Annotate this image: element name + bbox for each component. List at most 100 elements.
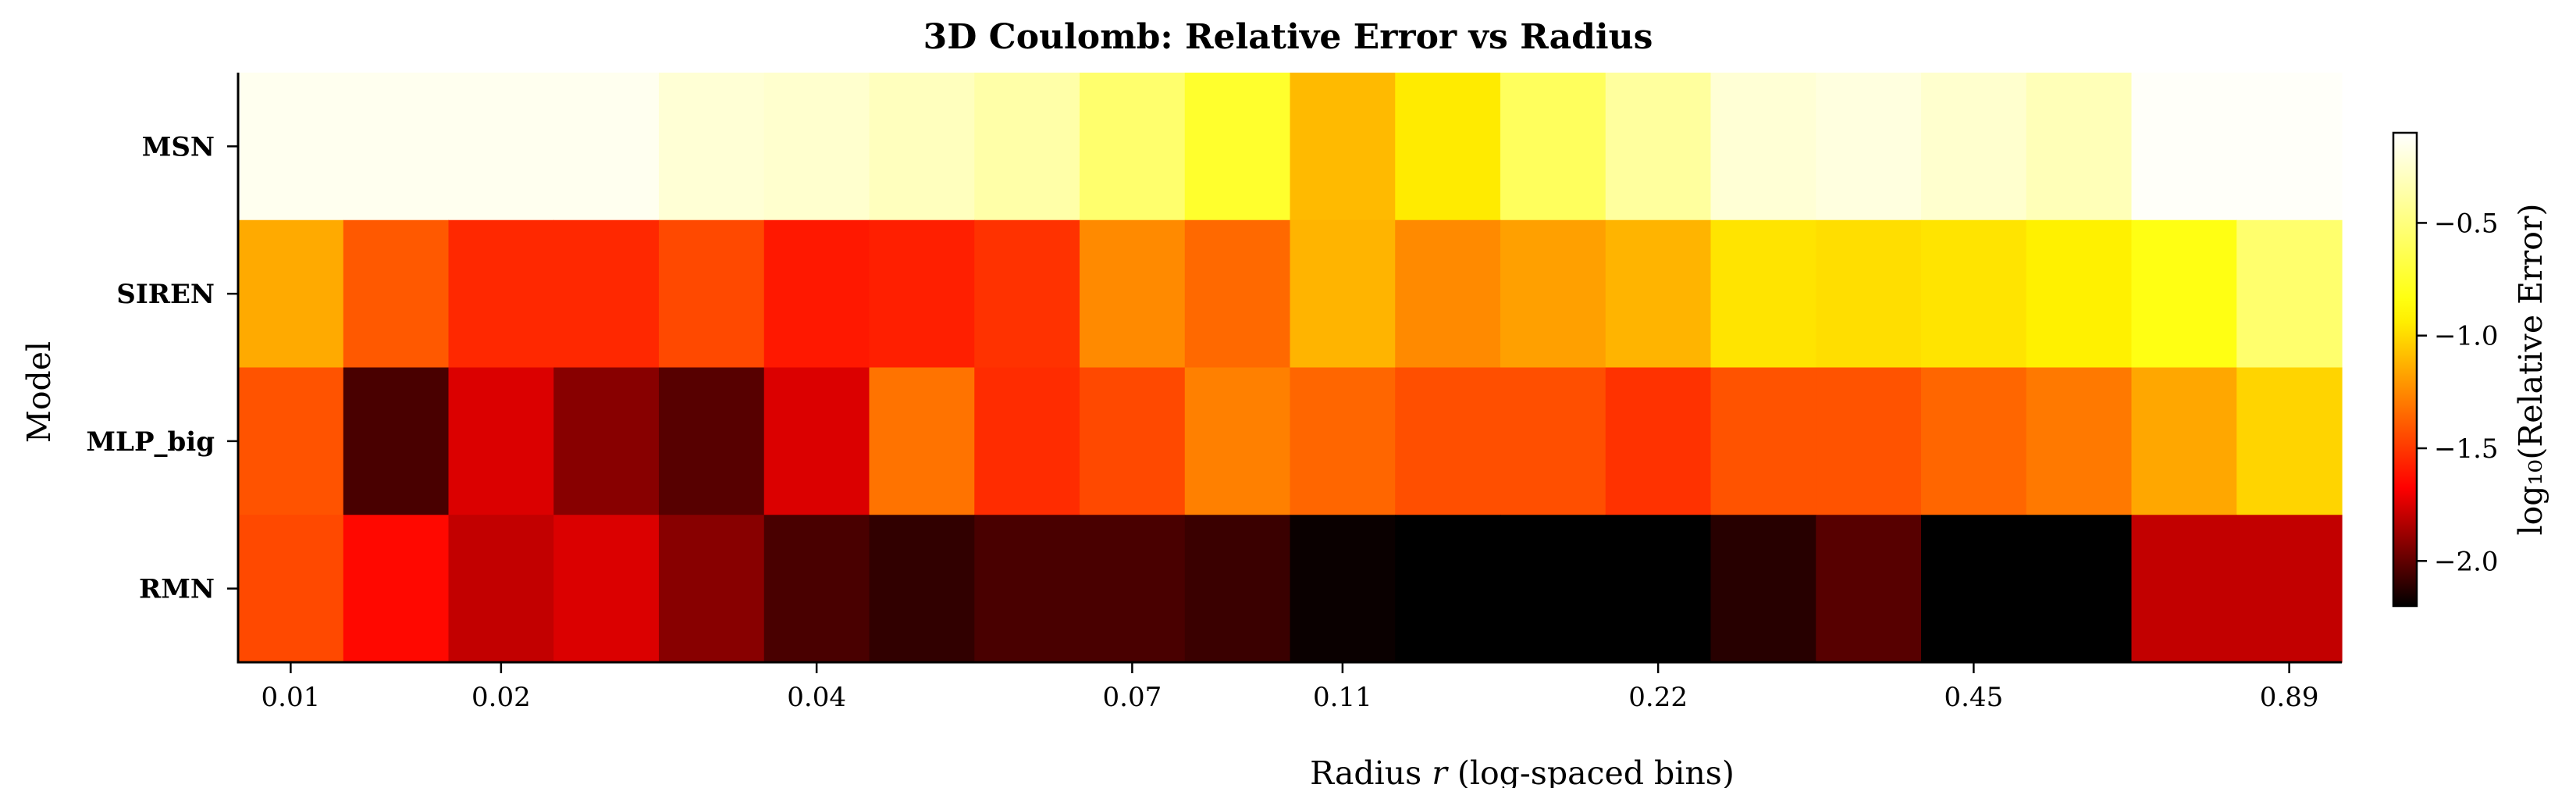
- heatmap-cell-rmn-12: [1500, 515, 1606, 663]
- heatmap-cell-siren-0: [238, 219, 344, 369]
- colorbar-tick-label: −1.5: [2434, 433, 2499, 465]
- heatmap-cell-siren-6: [869, 219, 975, 369]
- x-tick-label: 0.04: [787, 682, 846, 713]
- row-label-mlp_big: MLP_big: [86, 426, 215, 458]
- heatmap-cell-siren-16: [1921, 219, 2027, 369]
- heatmap-cell-msn-5: [763, 73, 870, 221]
- heatmap-cell-rmn-15: [1816, 515, 1922, 663]
- heatmap-cell-mlp_big-4: [659, 367, 765, 515]
- heatmap-cell-msn-15: [1816, 73, 1922, 221]
- heatmap-cell-msn-1: [343, 73, 450, 221]
- heatmap-cell-rmn-2: [448, 515, 554, 663]
- heatmap-cell-rmn-16: [1921, 515, 2027, 663]
- heatmap-cell-rmn-3: [553, 515, 660, 663]
- axes: [227, 73, 2342, 673]
- heatmap-cell-msn-14: [1710, 73, 1816, 221]
- heatmap-cell-siren-3: [553, 219, 660, 369]
- heatmap-cell-rmn-18: [2131, 515, 2237, 663]
- heatmap-cell-msn-2: [448, 73, 554, 221]
- heatmap-cell-siren-2: [448, 219, 554, 369]
- x-tick-label: 0.22: [1628, 682, 1688, 713]
- x-tick-label: 0.01: [262, 682, 321, 713]
- colorbar: −0.5 −1.0 −1.5 −2.0 log₁₀(Relative Error): [2392, 131, 2549, 608]
- colorbar-tick-label: −0.5: [2434, 208, 2499, 239]
- heatmap-cell-mlp_big-0: [238, 367, 344, 515]
- heatmap-cell-rmn-14: [1710, 515, 1816, 663]
- heatmap-cell-msn-7: [974, 73, 1080, 221]
- heatmap-cell-msn-3: [553, 73, 660, 221]
- heatmap-cell-siren-9: [1184, 219, 1291, 369]
- heatmap-cell-mlp_big-16: [1921, 367, 2027, 515]
- heatmap-cell-rmn-6: [869, 515, 975, 663]
- heatmap-cell-mlp_big-5: [763, 367, 870, 515]
- heatmap-cell-siren-17: [2026, 219, 2133, 369]
- heatmap-cell-rmn-13: [1605, 515, 1712, 663]
- heatmap-cell-rmn-10: [1290, 515, 1396, 663]
- heatmap-cell-siren-1: [343, 219, 450, 369]
- x-tick-label: 0.02: [471, 682, 531, 713]
- heatmap-cell-rmn-4: [659, 515, 765, 663]
- heatmap-cell-siren-4: [659, 219, 765, 369]
- x-tick-label: 0.07: [1103, 682, 1162, 713]
- heatmap-cell-msn-11: [1395, 73, 1501, 221]
- heatmap-cell-msn-9: [1184, 73, 1291, 221]
- heatmap-cell-siren-15: [1816, 219, 1922, 369]
- heatmap-cell-msn-18: [2131, 73, 2237, 221]
- x-tick-labels: 0.01 0.02 0.04 0.07 0.11 0.22 0.45 0.89: [262, 682, 2319, 713]
- heatmap-cell-siren-18: [2131, 219, 2237, 369]
- heatmap-cell-siren-5: [763, 219, 870, 369]
- heatmap-cell-siren-12: [1500, 219, 1606, 369]
- heatmap-cell-msn-16: [1921, 73, 2027, 221]
- heatmap-cell-mlp_big-9: [1184, 367, 1291, 515]
- heatmap-cell-rmn-19: [2236, 515, 2343, 663]
- colorbar-tick-label: −1.0: [2434, 321, 2499, 352]
- heatmap-cell-siren-7: [974, 219, 1080, 369]
- x-tick-label: 0.45: [1944, 682, 2004, 713]
- heatmap-cell-siren-13: [1605, 219, 1712, 369]
- colorbar-label: log₁₀(Relative Error): [2512, 203, 2549, 535]
- x-tick-label: 0.89: [2260, 682, 2319, 713]
- heatmap-cell-mlp_big-10: [1290, 367, 1396, 515]
- heatmap-cell-mlp_big-13: [1605, 367, 1712, 515]
- heatmap-cell-msn-12: [1500, 73, 1606, 221]
- heatmap-cell-siren-10: [1290, 219, 1396, 369]
- heatmap-cell-msn-13: [1605, 73, 1712, 221]
- heatmap-cell-msn-6: [869, 73, 975, 221]
- heatmap-cell-msn-10: [1290, 73, 1396, 221]
- heatmap-cell-rmn-5: [763, 515, 870, 663]
- heatmap-cell-rmn-0: [238, 515, 344, 663]
- heatmap-cell-siren-14: [1710, 219, 1816, 369]
- y-axis-label: Model: [20, 341, 58, 443]
- heatmap-cell-mlp_big-19: [2236, 367, 2343, 515]
- heatmap-cell-mlp_big-1: [343, 367, 450, 515]
- heatmap-cell-rmn-8: [1080, 515, 1186, 663]
- heatmap-cell-mlp_big-18: [2131, 367, 2237, 515]
- heatmap-cell-msn-4: [659, 73, 765, 221]
- colorbar-gradient: [2392, 131, 2418, 608]
- heatmap-cell-mlp_big-3: [553, 367, 660, 515]
- heatmap-cell-mlp_big-2: [448, 367, 554, 515]
- heatmap-cell-msn-8: [1080, 73, 1186, 221]
- heatmap-cell-siren-19: [2236, 219, 2343, 369]
- heatmap-cell-rmn-9: [1184, 515, 1291, 663]
- x-axis-label: Radius r (log-spaced bins): [1310, 754, 1735, 788]
- heatmap-cell-rmn-7: [974, 515, 1080, 663]
- heatmap-cell-mlp_big-12: [1500, 367, 1606, 515]
- heatmap-cell-mlp_big-11: [1395, 367, 1501, 515]
- heatmap-cell-rmn-1: [343, 515, 450, 663]
- heatmap-cell-rmn-17: [2026, 515, 2133, 663]
- heatmap-cell-msn-0: [238, 73, 344, 221]
- heatmap-cell-siren-8: [1080, 219, 1186, 369]
- x-tick-label: 0.11: [1313, 682, 1372, 713]
- heatmap-cell-mlp_big-17: [2026, 367, 2133, 515]
- heatmap-cell-mlp_big-14: [1710, 367, 1816, 515]
- heatmap-cell-mlp_big-15: [1816, 367, 1922, 515]
- row-label-msn: MSN: [142, 131, 215, 162]
- heatmap-cell-mlp_big-6: [869, 367, 975, 515]
- colorbar-tick-label: −2.0: [2434, 546, 2499, 577]
- heatmap-cell-rmn-11: [1395, 515, 1501, 663]
- heatmap-cell-mlp_big-7: [974, 367, 1080, 515]
- heatmap-cell-mlp_big-8: [1080, 367, 1186, 515]
- chart-title: 3D Coulomb: Relative Error vs Radius: [923, 17, 1653, 57]
